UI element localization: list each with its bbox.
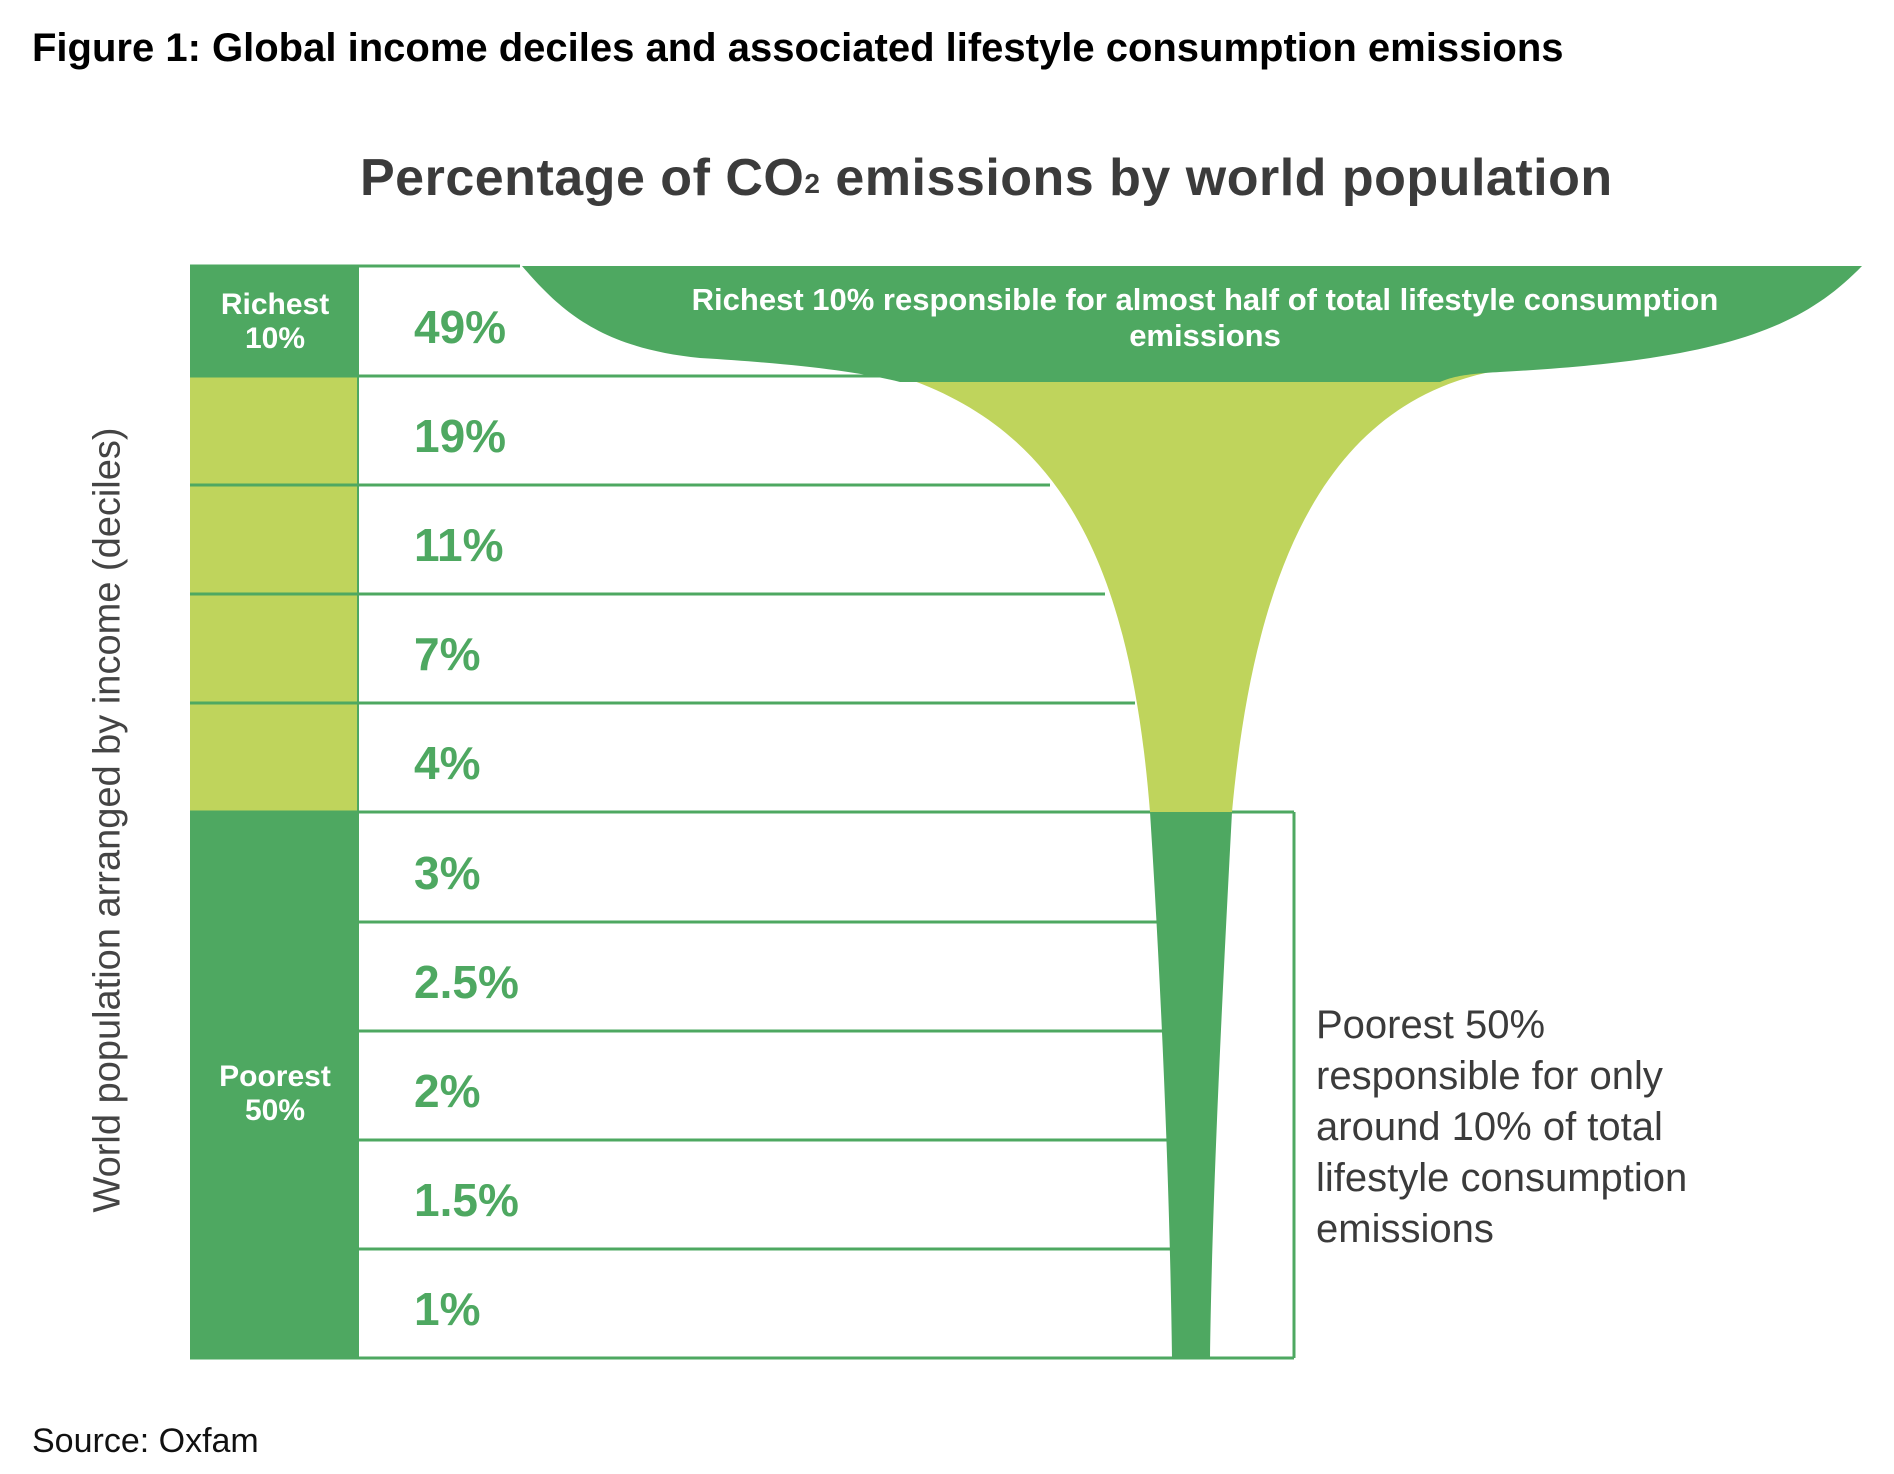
poorest-label-line2: 50% bbox=[244, 1094, 306, 1127]
row-value-decile-5: 3% bbox=[414, 847, 481, 899]
row-value-decile-8: 11% bbox=[414, 519, 504, 571]
chart-title-subscript: 2 bbox=[804, 168, 821, 199]
row-value-decile-1: 1% bbox=[414, 1283, 481, 1335]
row-value-decile-4: 2.5% bbox=[414, 956, 519, 1008]
source-note: Source: Oxfam bbox=[32, 1422, 259, 1460]
row-value-decile-9: 19% bbox=[414, 410, 507, 462]
funnel-stem bbox=[1150, 812, 1232, 1358]
row-separators bbox=[190, 374, 1294, 1251]
poorest-callout: Poorest 50% responsible for only around … bbox=[1316, 1003, 1688, 1251]
richest-callout: Richest 10% responsible for almost half … bbox=[691, 282, 1719, 353]
row-value-decile-3: 2% bbox=[414, 1065, 481, 1117]
chart-title: Percentage of CO2 emissions by world pop… bbox=[360, 148, 1660, 208]
row-value-decile-10: 49% bbox=[414, 301, 507, 353]
richest-group-label: Richest 10% bbox=[190, 288, 360, 356]
chart-title-prefix: Percentage of CO bbox=[360, 149, 805, 207]
richest-label-line1: Richest bbox=[220, 288, 330, 321]
row-value-decile-2: 1.5% bbox=[414, 1174, 519, 1226]
poorest-group-block bbox=[190, 812, 358, 1358]
chart-title-suffix: emissions by world population bbox=[820, 149, 1613, 207]
richest-group-block bbox=[190, 266, 358, 376]
funnel-middle bbox=[880, 370, 1500, 812]
row-value-decile-7: 7% bbox=[414, 628, 481, 680]
funnel-top bbox=[522, 266, 1862, 382]
figure-title: Figure 1: Global income deciles and asso… bbox=[32, 26, 1564, 70]
richest-label-line2: 10% bbox=[244, 322, 306, 355]
poorest-group-label: Poorest 50% bbox=[190, 1060, 360, 1128]
poorest-label-line1: Poorest bbox=[219, 1060, 331, 1093]
row-value-decile-6: 4% bbox=[414, 737, 481, 789]
